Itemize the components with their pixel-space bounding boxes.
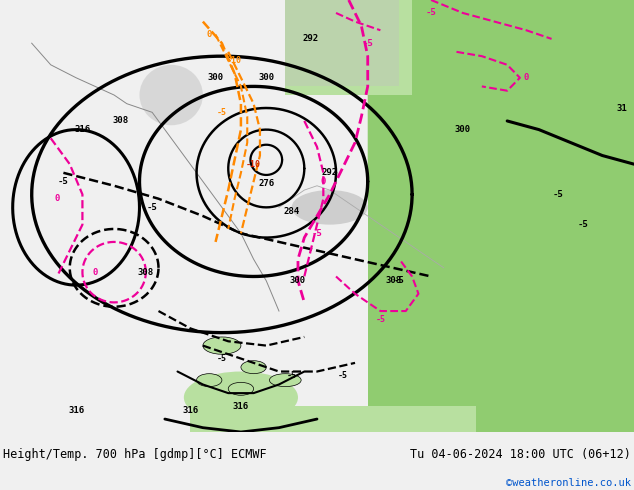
Text: -10: -10 — [246, 160, 261, 169]
Text: 316: 316 — [182, 406, 198, 415]
Ellipse shape — [203, 337, 241, 354]
Text: Height/Temp. 700 hPa [gdmp][°C] ECMWF: Height/Temp. 700 hPa [gdmp][°C] ECMWF — [3, 447, 267, 461]
Ellipse shape — [139, 65, 203, 125]
Text: 308: 308 — [385, 276, 401, 285]
Text: 316: 316 — [68, 406, 84, 415]
Polygon shape — [368, 0, 634, 281]
Text: 0: 0 — [55, 194, 60, 203]
Text: -5: -5 — [217, 108, 227, 117]
Text: 300: 300 — [290, 276, 306, 285]
Ellipse shape — [184, 371, 298, 423]
Ellipse shape — [269, 374, 301, 387]
Text: -5: -5 — [553, 190, 563, 199]
Text: 284: 284 — [283, 207, 300, 216]
Text: ©weatheronline.co.uk: ©weatheronline.co.uk — [506, 478, 631, 488]
Text: 308: 308 — [112, 117, 129, 125]
Text: 300: 300 — [207, 74, 224, 82]
Text: 292: 292 — [302, 34, 319, 44]
Text: 0: 0 — [93, 268, 98, 277]
Text: -5: -5 — [147, 203, 157, 212]
Text: Tu 04-06-2024 18:00 UTC (06+12): Tu 04-06-2024 18:00 UTC (06+12) — [410, 447, 631, 461]
Text: -5: -5 — [375, 315, 385, 324]
Text: 308: 308 — [138, 268, 154, 277]
Ellipse shape — [292, 190, 368, 224]
Text: -5: -5 — [312, 229, 322, 238]
Text: -5: -5 — [363, 39, 373, 48]
Ellipse shape — [197, 374, 222, 387]
Bar — [285, 0, 412, 95]
Text: -5: -5 — [394, 276, 404, 285]
Text: -10: -10 — [227, 56, 242, 65]
Ellipse shape — [241, 361, 266, 374]
Text: -5: -5 — [426, 8, 436, 18]
Text: 0: 0 — [524, 74, 529, 82]
Text: 276: 276 — [258, 179, 275, 188]
Text: -5: -5 — [578, 220, 588, 229]
Bar — [190, 406, 476, 432]
Text: 300: 300 — [455, 125, 471, 134]
Text: -5: -5 — [287, 371, 297, 380]
Text: -5: -5 — [217, 354, 227, 363]
Ellipse shape — [228, 382, 254, 395]
Text: 0: 0 — [207, 30, 212, 39]
Text: 300: 300 — [258, 74, 275, 82]
Text: -5: -5 — [58, 177, 68, 186]
Bar — [285, 0, 399, 86]
Text: 316: 316 — [233, 402, 249, 411]
Text: 316: 316 — [74, 125, 91, 134]
Text: 0: 0 — [321, 177, 326, 186]
Bar — [368, 0, 634, 432]
Text: -5: -5 — [337, 371, 347, 380]
Text: 292: 292 — [321, 168, 338, 177]
Text: 31: 31 — [617, 103, 628, 113]
